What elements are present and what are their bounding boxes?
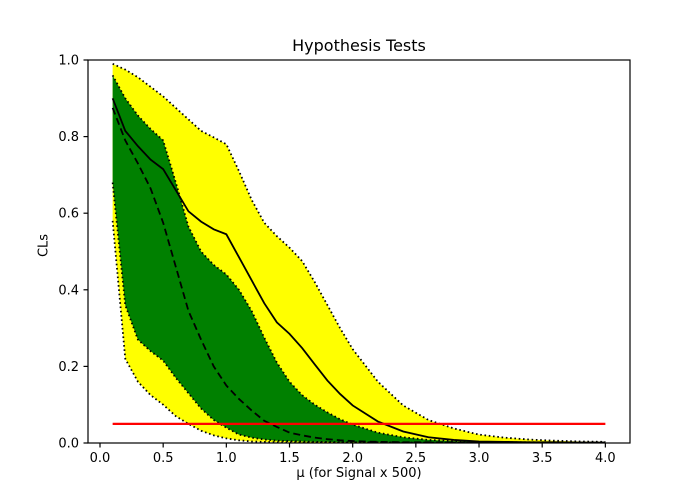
x-tick-label: 1.0 — [216, 451, 237, 466]
minus_1sigma_band_bottom-line — [111, 182, 606, 444]
y-tick-label: 1.0 — [58, 54, 79, 69]
x-tick-label: 1.5 — [279, 451, 300, 466]
y-tick-label: 0.0 — [58, 437, 79, 452]
x-tick-label: 3.0 — [469, 451, 490, 466]
x-tick-label: 4.0 — [595, 451, 616, 466]
y-axis-label: CLs — [36, 233, 52, 258]
x-tick-label: 2.0 — [342, 451, 363, 466]
x-tick-label: 0.0 — [90, 451, 111, 466]
x-tick-label: 3.5 — [532, 451, 553, 466]
y-tick-label: 0.4 — [58, 283, 79, 298]
plot-title: Hypothesis Tests — [292, 36, 426, 55]
plus_2sigma_band_top-line — [112, 63, 606, 443]
y-tick-label: 0.2 — [58, 360, 79, 375]
axes-spines — [87, 59, 631, 444]
one_sigma_band — [112, 75, 606, 443]
y-tick-label: 0.8 — [58, 130, 79, 145]
y-tick-label: 0.6 — [58, 207, 79, 222]
observed_cls-line — [111, 97, 606, 444]
x-axis-label: μ (for Signal x 500) — [296, 466, 422, 481]
x-tick-label: 0.5 — [153, 451, 174, 466]
x-tick-label: 2.5 — [406, 451, 427, 466]
